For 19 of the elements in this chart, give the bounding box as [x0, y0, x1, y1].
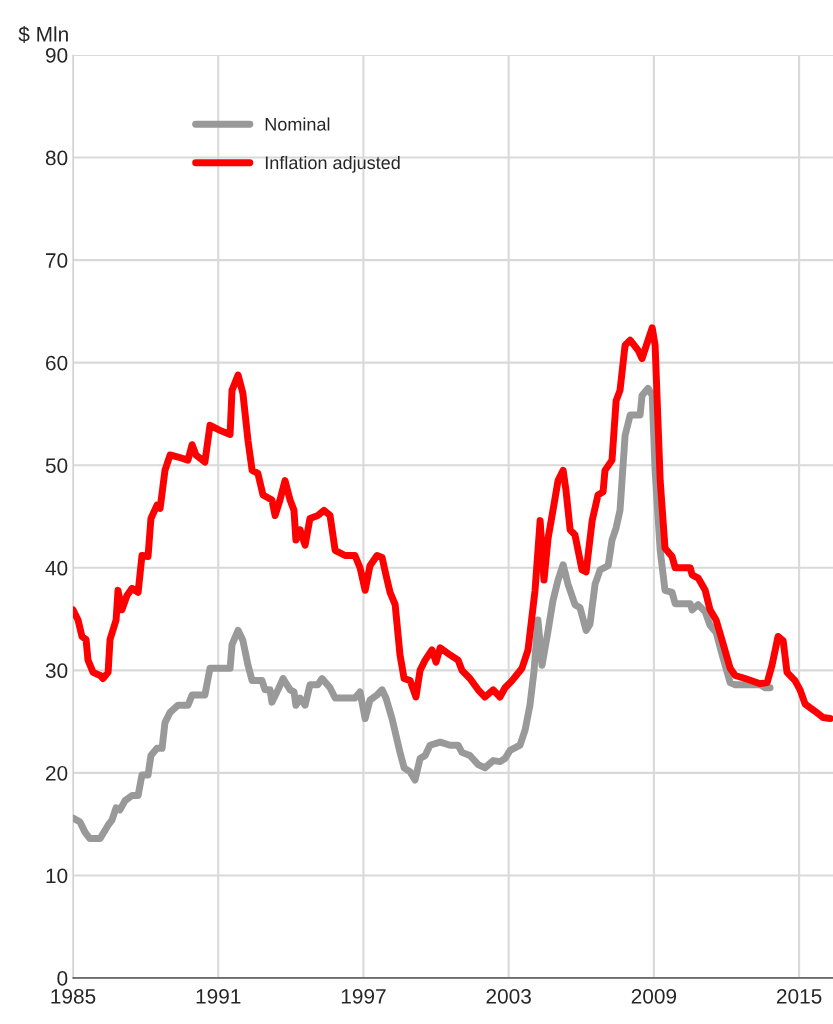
- x-tick-label: 2003: [486, 988, 531, 1004]
- y-tick-label: 0: [57, 971, 68, 986]
- y-tick-label: 80: [45, 150, 68, 166]
- y-axis-title: $ Mln: [18, 26, 68, 43]
- y-tick-label: 20: [46, 765, 68, 781]
- x-tick-label: 2015: [776, 988, 822, 1004]
- x-tick-label: 1997: [341, 988, 386, 1004]
- x-tick-label: 1985: [51, 988, 96, 1004]
- legend-label: Inflation adjusted: [265, 155, 400, 173]
- y-tick-label: 90: [45, 48, 68, 63]
- x-tick-label: 2009: [631, 988, 677, 1004]
- y-tick-label: 30: [45, 663, 68, 679]
- y-tick-label: 40: [45, 560, 68, 576]
- y-tick-label: 10: [46, 868, 68, 884]
- y-tick-label: 60: [46, 355, 68, 371]
- x-tick-label: 1991: [196, 988, 241, 1004]
- y-tick-label: 50: [45, 458, 68, 473]
- legend-label: Nominal: [265, 117, 330, 131]
- y-tick-label: 70: [46, 253, 68, 268]
